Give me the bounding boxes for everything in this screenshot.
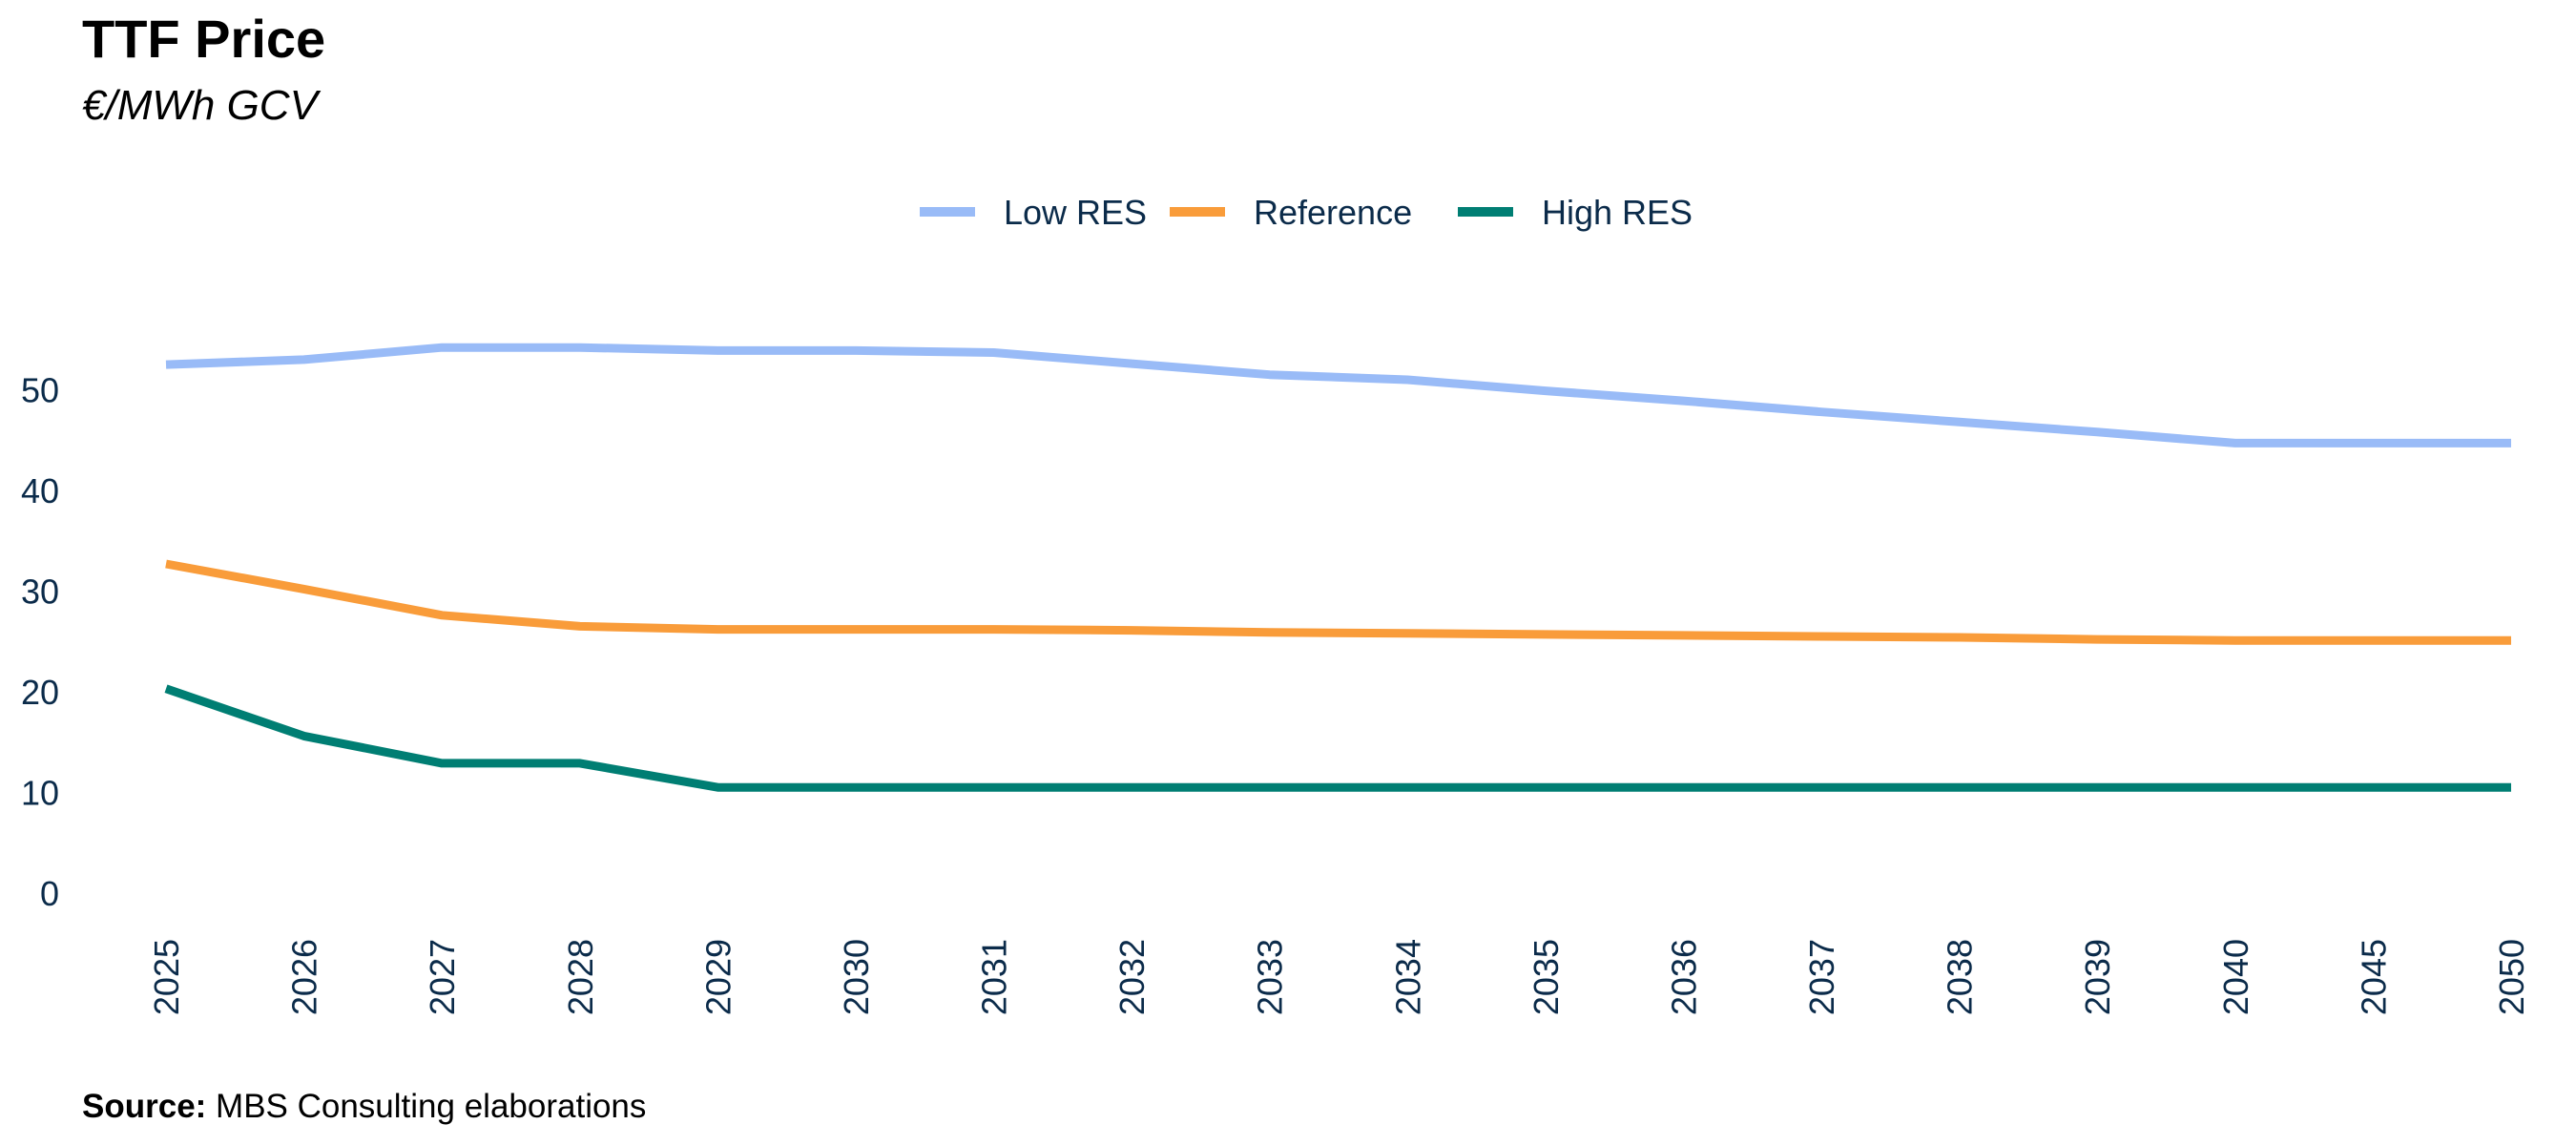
x-tick-label: 2034 <box>1388 939 1427 1015</box>
series-line-low-res <box>165 343 2511 448</box>
y-tick-label: 50 <box>21 371 59 410</box>
x-tick-label: 2050 <box>2492 939 2531 1015</box>
x-tick-label: 2035 <box>1527 939 1566 1015</box>
x-axis: 2025 2026 2027 2028 2029 2030 2031 2032 2033 2034… <box>147 939 2531 1015</box>
y-axis: 0 10 20 30 40 50 <box>21 371 59 914</box>
source-text: MBS Consulting elaborations <box>206 1088 647 1125</box>
x-tick-label: 2036 <box>1664 939 1703 1015</box>
series-line-reference <box>165 559 2511 645</box>
y-tick-label: 40 <box>21 471 59 510</box>
series-group <box>164 343 2511 792</box>
x-tick-label: 2025 <box>147 939 186 1015</box>
x-tick-label: 2045 <box>2354 939 2393 1015</box>
x-tick-label: 2033 <box>1251 939 1290 1015</box>
y-tick-label: 30 <box>21 572 59 612</box>
x-tick-label: 2027 <box>423 939 462 1015</box>
source-label: Source: <box>82 1088 207 1125</box>
x-tick-label: 2026 <box>285 939 324 1015</box>
x-tick-label: 2040 <box>2216 939 2255 1015</box>
x-tick-label: 2028 <box>561 939 600 1015</box>
y-tick-label: 0 <box>40 874 59 913</box>
y-tick-label: 20 <box>21 673 59 712</box>
x-tick-label: 2038 <box>1941 939 1980 1015</box>
legend-label-low-res: Low RES <box>1004 193 1147 232</box>
series-line-high-res <box>164 684 2511 792</box>
x-tick-label: 2029 <box>698 939 737 1015</box>
y-tick-label: 10 <box>21 774 59 813</box>
legend-label-high-res: High RES <box>1542 193 1693 232</box>
x-tick-label: 2031 <box>975 939 1014 1015</box>
x-tick-label: 2030 <box>837 939 876 1015</box>
x-tick-label: 2037 <box>1802 939 1841 1015</box>
x-tick-label: 2032 <box>1112 939 1152 1015</box>
chart-title: TTF Price <box>82 9 326 69</box>
chart-subtitle: €/MWh GCV <box>82 82 318 129</box>
legend: Low RES Reference High RES <box>920 193 1693 232</box>
legend-label-reference: Reference <box>1254 193 1412 232</box>
source-note: Source: MBS Consulting elaborations <box>82 1088 646 1126</box>
x-tick-label: 2039 <box>2078 939 2117 1015</box>
